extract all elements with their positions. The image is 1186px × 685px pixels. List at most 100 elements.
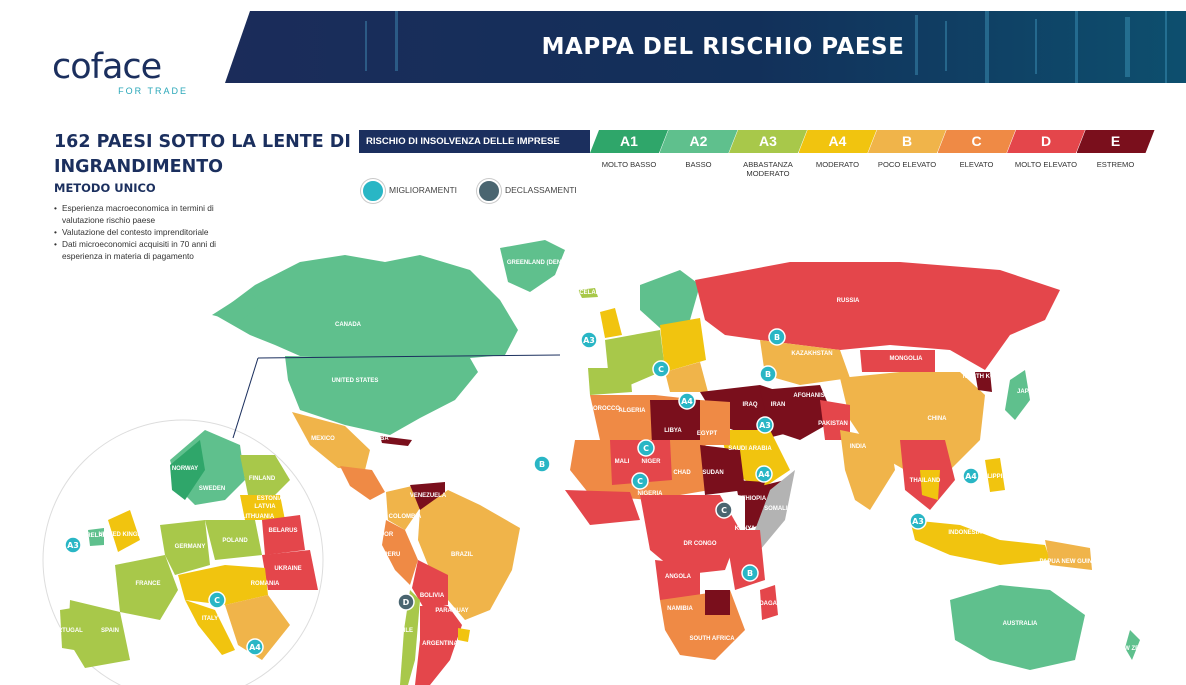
- region-madagascar: [760, 585, 778, 620]
- title-banner: MAPPA DEL RISCHIO PAESE: [225, 11, 1186, 83]
- upgrade-marker-circle: [246, 638, 264, 656]
- legend-desc: MOLTO BASSO: [601, 160, 657, 169]
- rating-marker: A4: [678, 392, 696, 410]
- country-label-mexico: MEXICO: [311, 436, 335, 442]
- region-australia: [950, 585, 1085, 670]
- country-label-morocco: MOROCCO: [588, 406, 620, 412]
- country-label-united-kingdom: UNITED KINGDOM: [99, 532, 152, 538]
- country-label-afghanistan: AFGHANISTAN: [793, 393, 836, 399]
- region-iceland: [578, 288, 598, 298]
- country-label-bolivia: BOLIVIA: [420, 593, 445, 599]
- legend-desc: POCO ELEVATO: [877, 160, 937, 169]
- region-mexico: [292, 412, 370, 470]
- region-spain: [588, 368, 632, 395]
- region-scandinavia: [640, 270, 700, 328]
- country-label-venezuela: VENEZUELA: [410, 493, 447, 499]
- country-label-canada: CANADA: [335, 322, 362, 328]
- marker-rating-label: C: [658, 365, 664, 374]
- downgrade-marker-icon: [477, 179, 501, 203]
- country-label-angola: ANGOLA: [665, 574, 692, 580]
- country-label-japan: JAPAN: [1017, 389, 1037, 395]
- inset-ukraine: [262, 550, 318, 590]
- legend-item-c: C ELEVATO: [938, 130, 1016, 169]
- upgrade-marker-circle: [533, 455, 551, 473]
- country-label-uruguay: URUGUAY: [455, 656, 485, 662]
- inset-poland: [205, 520, 262, 560]
- region-chile: [400, 590, 420, 685]
- region-pakistan: [820, 400, 850, 440]
- marker-rating-label: A4: [681, 397, 693, 406]
- upgrade-marker-circle: [755, 465, 773, 483]
- rating-marker: A3: [909, 512, 927, 530]
- logo-text: coface: [52, 47, 162, 87]
- rating-marker: A4: [755, 465, 773, 483]
- inset-connector-line-2: [257, 354, 561, 359]
- marker-rating-label: A4: [249, 643, 261, 652]
- country-label-dr-congo: DR CONGO: [684, 541, 717, 547]
- country-label-united-states: UNITED STATES: [332, 378, 379, 384]
- country-label-thailand: THAILAND: [910, 478, 941, 484]
- upgrade-marker-circle: [580, 331, 598, 349]
- legend-item-b: B POCO ELEVATO: [868, 130, 946, 169]
- coface-logo: coface FOR TRADE: [52, 48, 202, 96]
- country-label-ecuador: ECUADOR: [363, 532, 394, 538]
- legend-swatch: A2: [660, 130, 738, 153]
- legend-swatch: A1: [590, 130, 668, 153]
- region-thailand: [920, 470, 940, 500]
- country-label-ukraine: UKRAINE: [274, 566, 301, 572]
- region-philippines: [985, 458, 1005, 492]
- country-label-finland: FINLAND: [249, 476, 276, 482]
- country-label-spain: SPAIN: [101, 628, 119, 634]
- country-label-madagascar: MADAGASCAR: [750, 601, 795, 607]
- legend-item-a3: A3 ABBASTANZA MODERATO: [729, 130, 807, 178]
- rating-marker: A4: [962, 467, 980, 485]
- country-label-papua: PAPUA NEW GUINEA: [1039, 559, 1101, 565]
- region-east-europe: [660, 318, 706, 372]
- upgrade-marker-circle: [652, 360, 670, 378]
- legend-item-d: D MOLTO ELEVATO: [1007, 130, 1085, 169]
- country-label-germany: GERMANY: [175, 544, 206, 550]
- country-label-indonesia: INDONESIA: [948, 530, 982, 536]
- region-argentina: [415, 606, 462, 685]
- region-southern-africa: [660, 590, 745, 660]
- country-label-lithuania: LITHUANIA: [242, 514, 275, 520]
- region-new-zealand: [1125, 630, 1140, 660]
- country-label-cuba: CUBA: [371, 436, 389, 442]
- upgrade-label: MIGLIORAMENTI: [389, 185, 458, 195]
- country-label-algeria: ALGERIA: [619, 408, 647, 414]
- region-greenland: [500, 240, 565, 292]
- legend-desc: BASSO: [685, 160, 712, 169]
- bullet-item: Valutazione del contesto imprenditoriale: [54, 226, 254, 238]
- marker-rating-label: A4: [965, 472, 977, 481]
- country-label-chad: CHAD: [673, 470, 691, 476]
- marker-rating-label: A3: [67, 541, 79, 550]
- rating-marker: C: [631, 472, 649, 490]
- legend-swatch: D: [1007, 130, 1085, 153]
- upgrade-marker-circle: [678, 392, 696, 410]
- legend-swatch: A3: [729, 130, 807, 153]
- inset-iberia: [68, 600, 130, 668]
- country-label-greenland: GREENLAND (DENMARK): [507, 260, 581, 266]
- country-label-kazakhstan: KAZAKHSTAN: [791, 351, 832, 357]
- bullet-item: Esperienza macroeconomica in termini di …: [54, 202, 254, 226]
- country-label-new-zealand: NEW ZEALAND: [1116, 646, 1161, 652]
- intro-subheading: METODO UNICO: [54, 181, 156, 195]
- region-peru: [382, 520, 418, 585]
- region-india: [840, 430, 895, 510]
- country-label-turkey: TURKEY: [711, 382, 736, 388]
- legend-item-a4: A4 MODERATO: [799, 130, 877, 169]
- country-label-somalia: SOMALIA: [764, 506, 792, 512]
- region-alaska: [212, 292, 262, 322]
- intro-heading: 162 PAESI SOTTO LA LENTE DI INGRANDIMENT…: [54, 132, 351, 177]
- region-indonesia: [910, 520, 1050, 565]
- region-papua: [1045, 540, 1092, 570]
- country-label-paraguay: PARAGUAY: [435, 608, 468, 614]
- country-label-pakistan: PAKISTAN: [818, 421, 848, 427]
- region-kazakhstan: [760, 340, 850, 385]
- logo-tagline: FOR TRADE: [118, 86, 188, 96]
- country-label-portugal: PORTUGAL: [49, 628, 83, 634]
- region-japan: [1005, 370, 1030, 420]
- marker-rating-label: C: [721, 506, 727, 515]
- country-label-italy: ITALY: [202, 616, 218, 622]
